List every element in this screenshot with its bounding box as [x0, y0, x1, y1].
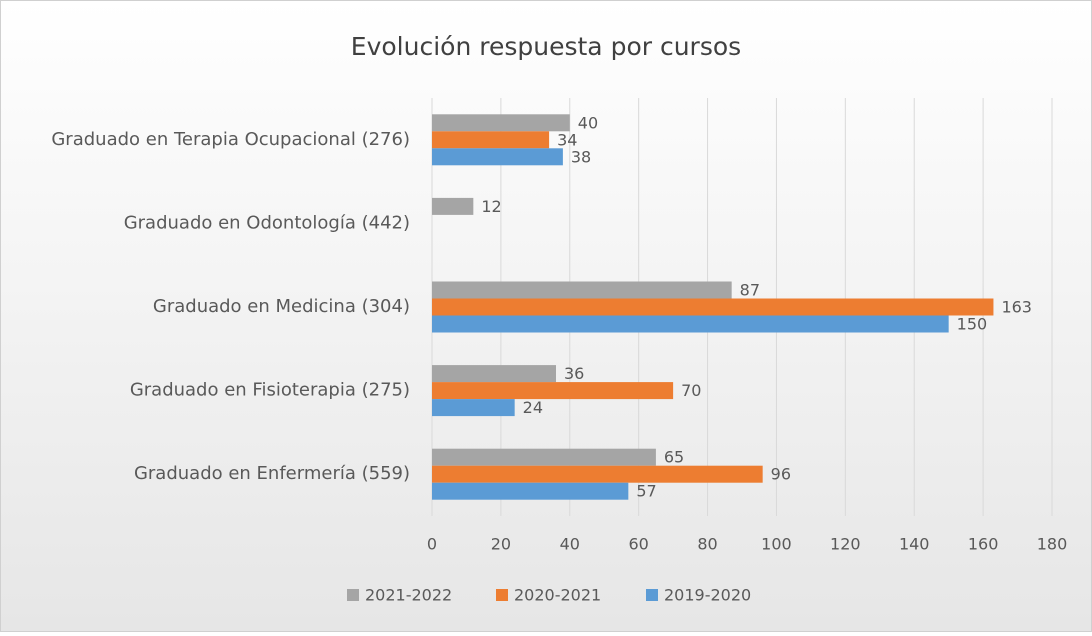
x-tick-label: 180: [1037, 535, 1068, 554]
data-label: 150: [957, 315, 988, 334]
data-label: 40: [578, 113, 598, 132]
x-tick-label: 0: [427, 535, 437, 554]
y-tick-label: Graduado en Medicina (304): [153, 296, 410, 317]
data-label: 65: [664, 448, 684, 467]
data-label: 163: [1001, 298, 1032, 317]
bar: [432, 197, 474, 215]
bar: [432, 448, 656, 466]
bar: [432, 298, 994, 316]
bar: [432, 131, 550, 149]
data-label: 70: [681, 381, 701, 400]
x-tick-label: 120: [830, 535, 861, 554]
legend-label: 2019-2020: [664, 586, 751, 605]
legend-label: 2020-2021: [514, 586, 601, 605]
bar: [432, 399, 515, 417]
y-tick-label: Graduado en Enfermería (559): [134, 463, 410, 484]
data-label: 87: [740, 281, 760, 300]
data-label: 34: [557, 130, 577, 149]
x-tick-label: 60: [628, 535, 648, 554]
data-label: 96: [771, 465, 791, 484]
y-tick-label: Graduado en Fisioterapia (275): [130, 380, 410, 401]
bar: [432, 281, 732, 299]
x-tick-label: 80: [697, 535, 717, 554]
data-label: 24: [523, 398, 543, 417]
data-label: 38: [571, 147, 591, 166]
legend-label: 2021-2022: [365, 586, 452, 605]
bar: [432, 382, 674, 400]
x-tick-label: 20: [491, 535, 511, 554]
data-label: 12: [481, 197, 501, 216]
x-tick-label: 40: [560, 535, 580, 554]
legend-swatch: [347, 589, 359, 601]
chart-title: Evolución respuesta por cursos: [351, 32, 741, 61]
bar: [432, 365, 556, 383]
y-tick-label: Graduado en Terapia Ocupacional (276): [51, 129, 410, 150]
bar: [432, 315, 949, 333]
legend-swatch: [646, 589, 658, 601]
x-tick-label: 100: [761, 535, 792, 554]
bar: [432, 114, 570, 132]
legend-swatch: [496, 589, 508, 601]
y-tick-label: Graduado en Odontología (442): [124, 212, 410, 233]
bar: [432, 148, 563, 166]
data-label: 36: [564, 364, 584, 383]
bar: [432, 465, 763, 483]
bar: [432, 482, 629, 500]
data-label: 57: [636, 482, 656, 501]
x-tick-label: 140: [899, 535, 930, 554]
x-tick-label: 160: [968, 535, 999, 554]
